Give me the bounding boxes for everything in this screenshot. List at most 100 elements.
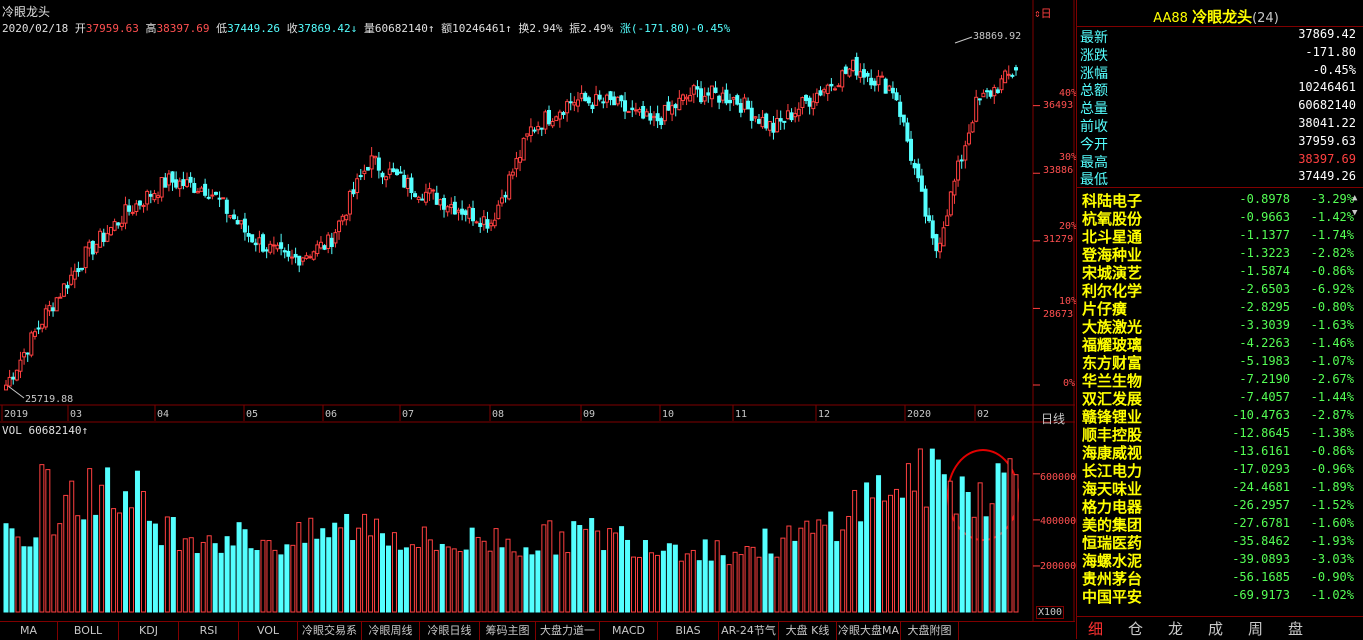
candle bbox=[83, 246, 88, 274]
tab-kdj[interactable]: KDJ bbox=[119, 622, 179, 640]
volume-bar bbox=[164, 516, 170, 613]
candle bbox=[981, 89, 986, 98]
volume-bar bbox=[684, 553, 690, 613]
constituent-row[interactable]: 登海种业 -1.3223 -2.82% bbox=[1082, 244, 1354, 264]
quote-key: 最高 bbox=[1080, 154, 1108, 171]
volume-bar bbox=[935, 459, 941, 613]
constituent-row[interactable]: 长江电力 -17.0293 -0.96% bbox=[1082, 460, 1354, 480]
candle bbox=[865, 71, 870, 83]
constituent-row[interactable]: 美的集团 -27.6781 -1.60% bbox=[1082, 514, 1354, 534]
scroll-down-icon[interactable]: ▼ bbox=[1352, 208, 1358, 218]
stock-change-pct: -0.96% bbox=[1310, 462, 1354, 476]
stock-change-pct: -1.93% bbox=[1310, 534, 1354, 548]
volume-bar bbox=[666, 543, 672, 613]
candle bbox=[239, 220, 244, 230]
constituent-row[interactable]: 中国平安 -69.9173 -1.02% bbox=[1082, 586, 1354, 606]
tab-ar24[interactable]: AR-24节气 bbox=[719, 622, 779, 640]
stock-change-pct: -3.29% bbox=[1310, 192, 1354, 206]
candle bbox=[746, 97, 751, 110]
quote-value: 37869.42 bbox=[1298, 27, 1356, 41]
tab-market-sub[interactable]: 大盘附图 bbox=[901, 622, 959, 640]
constituent-row[interactable]: 海康威视 -13.6161 -0.86% bbox=[1082, 442, 1354, 462]
stock-change: -24.4681 bbox=[1232, 480, 1290, 494]
side-tab-dragon[interactable]: 龙 bbox=[1168, 620, 1184, 638]
tab-macd[interactable]: MACD bbox=[600, 622, 658, 640]
scroll-up-icon[interactable]: ▲ bbox=[1352, 193, 1358, 203]
tab-trading-system[interactable]: 冷眼交易系 bbox=[298, 622, 362, 640]
constituent-row[interactable]: 利尔化学 -2.6503 -6.92% bbox=[1082, 280, 1354, 300]
volume-bar bbox=[780, 537, 786, 613]
tab-chips[interactable]: 筹码主图 bbox=[480, 622, 536, 640]
constituent-row[interactable]: 大族激光 -3.3039 -1.63% bbox=[1082, 316, 1354, 336]
candle bbox=[481, 210, 486, 231]
stock-change: -0.9663 bbox=[1239, 210, 1290, 224]
stock-change: -13.6161 bbox=[1232, 444, 1290, 458]
scale-toggle-icon[interactable]: ⇕日 bbox=[1034, 7, 1052, 20]
candle bbox=[347, 189, 352, 222]
chart-area[interactable]: 冷眼龙头 2020/02/18 开37959.63 高38397.69 低374… bbox=[0, 0, 1077, 640]
constituent-row[interactable]: 东方财富 -5.1983 -1.07% bbox=[1082, 352, 1354, 372]
side-tab-detail[interactable]: 细 bbox=[1088, 620, 1104, 638]
candle bbox=[724, 83, 729, 106]
candle bbox=[275, 242, 280, 252]
constituent-row[interactable]: 福耀玻璃 -4.2263 -1.46% bbox=[1082, 334, 1354, 354]
stock-name: 海康威视 bbox=[1082, 444, 1143, 462]
volume-bar bbox=[146, 520, 152, 613]
tab-vol[interactable]: VOL bbox=[239, 622, 298, 640]
constituent-row[interactable]: 贵州茅台 -56.1685 -0.90% bbox=[1082, 568, 1354, 588]
stock-name: 海螺水泥 bbox=[1082, 552, 1143, 570]
constituent-row[interactable]: 赣锋锂业 -10.4763 -2.87% bbox=[1082, 406, 1354, 426]
tab-bias[interactable]: BIAS bbox=[658, 622, 719, 640]
constituent-row[interactable]: 宋城演艺 -1.5874 -0.86% bbox=[1082, 262, 1354, 282]
constituent-row[interactable]: 海螺水泥 -39.0893 -3.03% bbox=[1082, 550, 1354, 570]
candle bbox=[420, 193, 425, 201]
tab-rsi[interactable]: RSI bbox=[179, 622, 239, 640]
volume-bar bbox=[607, 528, 613, 613]
constituent-row[interactable]: 杭氧股份 -0.9663 -1.42% bbox=[1082, 208, 1354, 228]
stock-change: -4.2263 bbox=[1239, 336, 1290, 350]
x-label-2019: 2019 bbox=[4, 409, 29, 420]
candle bbox=[333, 228, 338, 248]
tab-boll[interactable]: BOLL bbox=[58, 622, 119, 640]
quote-row: 总量 60682140 bbox=[1080, 98, 1356, 117]
tab-market-ma[interactable]: 冷眼大盘MA bbox=[837, 622, 901, 640]
stock-change: -0.8978 bbox=[1239, 192, 1290, 206]
volume-bar bbox=[69, 480, 75, 613]
side-tab-position[interactable]: 仓 bbox=[1128, 620, 1144, 638]
constituent-row[interactable]: 恒瑞医药 -35.8462 -1.93% bbox=[1082, 532, 1354, 552]
tab-market-kline[interactable]: 大盘 K线 bbox=[779, 622, 837, 640]
quote-key: 涨幅 bbox=[1080, 65, 1108, 82]
candle bbox=[478, 217, 483, 233]
candle bbox=[1003, 69, 1008, 84]
side-tab-component[interactable]: 成 bbox=[1208, 620, 1224, 638]
constituent-row[interactable]: 北斗星通 -1.1377 -1.74% bbox=[1082, 226, 1354, 246]
tab-ma[interactable]: MA bbox=[0, 622, 58, 640]
stock-change-pct: -6.92% bbox=[1310, 282, 1354, 296]
ohlc-change: (-171.80)-0.45% bbox=[630, 22, 731, 35]
candle bbox=[872, 78, 877, 92]
constituent-row[interactable]: 顺丰控股 -12.8645 -1.38% bbox=[1082, 424, 1354, 444]
candle bbox=[232, 209, 237, 220]
constituent-row[interactable]: 片仔癀 -2.8295 -0.80% bbox=[1082, 298, 1354, 318]
tab-daily[interactable]: 冷眼日线 bbox=[420, 622, 480, 640]
candle bbox=[467, 204, 472, 224]
volume-bar bbox=[648, 552, 654, 613]
constituent-list[interactable]: 科陆电子 -0.8978 -3.29% 杭氧股份 -0.9663 -1.42% 北斗星通 -1… bbox=[1076, 190, 1354, 610]
stock-name: 科陆电子 bbox=[1082, 192, 1143, 210]
candle bbox=[539, 127, 544, 136]
x-label-2020: 2020 bbox=[907, 409, 932, 420]
constituent-row[interactable]: 双汇发展 -7.4057 -1.44% bbox=[1082, 388, 1354, 408]
tab-weekly[interactable]: 冷眼周线 bbox=[362, 622, 420, 640]
volume-bar bbox=[350, 540, 356, 613]
side-tab-week[interactable]: 周 bbox=[1248, 620, 1264, 638]
kline-chart[interactable] bbox=[0, 0, 1075, 621]
constituent-row[interactable]: 科陆电子 -0.8978 -3.29% bbox=[1082, 190, 1354, 210]
side-tab-market[interactable]: 盘 bbox=[1288, 620, 1304, 638]
tab-market-force[interactable]: 大盘力道一 bbox=[536, 622, 600, 640]
volume-bar bbox=[864, 482, 870, 613]
candle bbox=[937, 237, 942, 259]
constituent-row[interactable]: 格力电器 -26.2957 -1.52% bbox=[1082, 496, 1354, 516]
constituent-row[interactable]: 海天味业 -24.4681 -1.89% bbox=[1082, 478, 1354, 498]
volume-bar bbox=[636, 556, 642, 613]
constituent-row[interactable]: 华兰生物 -7.2190 -2.67% bbox=[1082, 370, 1354, 390]
